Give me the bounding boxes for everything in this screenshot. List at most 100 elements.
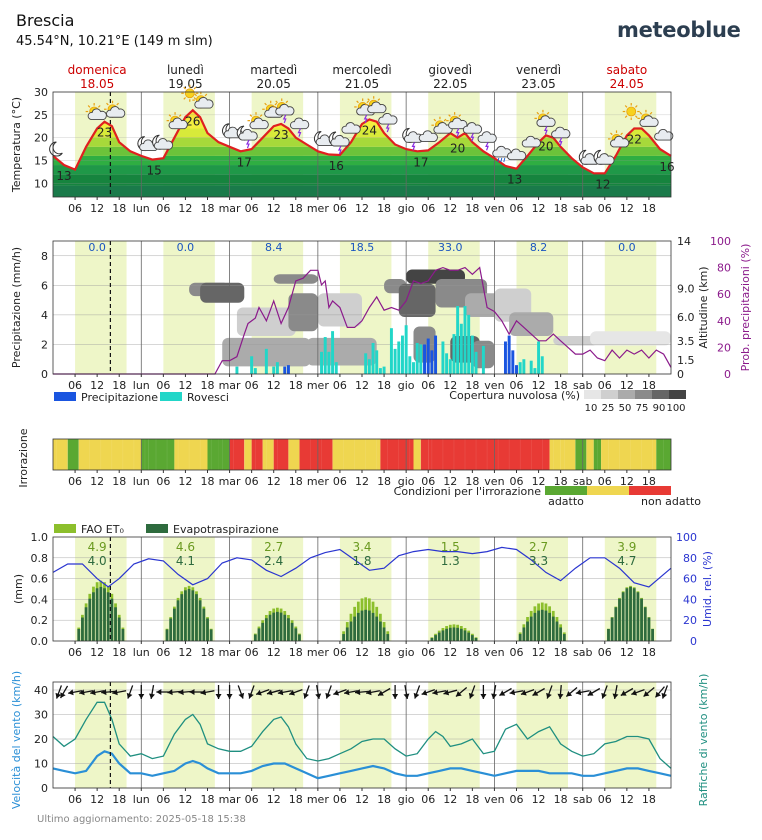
daylight-band bbox=[75, 241, 127, 374]
wind-direction-arrow bbox=[138, 685, 145, 699]
day-date: 21.05 bbox=[345, 77, 379, 91]
humidity-tick-label: 0 bbox=[690, 635, 697, 648]
irrigation-segment bbox=[656, 439, 671, 470]
precipitation-bar bbox=[426, 338, 430, 374]
evapotranspiration-bar bbox=[206, 618, 209, 641]
x-tick-label: 12 bbox=[90, 379, 104, 392]
wind-direction-arrow bbox=[532, 687, 545, 697]
x-tick-label: 18 bbox=[112, 379, 126, 392]
evapotranspiration-bar bbox=[187, 589, 191, 641]
daylight-band bbox=[163, 241, 215, 374]
shower-bar bbox=[463, 306, 467, 374]
shower-bar bbox=[327, 351, 331, 374]
evapotranspiration-bar bbox=[621, 592, 625, 641]
evapotranspiration-bar bbox=[283, 614, 287, 641]
cloud-scale-label: 75 bbox=[636, 403, 649, 414]
cloud-cover-block bbox=[200, 282, 245, 303]
shower-bar bbox=[393, 348, 397, 374]
evapotranspiration-bar bbox=[548, 612, 551, 641]
altitude-tick-label: 1.5 bbox=[677, 354, 695, 367]
shower-bar bbox=[264, 348, 268, 374]
x-tick-label: 18 bbox=[201, 793, 215, 806]
weather-cloud-icon bbox=[418, 130, 438, 142]
wind-direction-arrow bbox=[392, 685, 399, 699]
weather-moon-cloud-icon bbox=[593, 149, 615, 165]
precipitation-bar bbox=[430, 350, 434, 374]
temperature-label: 13 bbox=[507, 173, 522, 187]
y-tick-label: 30 bbox=[34, 709, 48, 722]
x-tick-label: ven bbox=[484, 646, 504, 659]
evapotranspiration-bar bbox=[643, 607, 647, 641]
evapotranspiration-bar bbox=[640, 598, 643, 641]
cloud-cover-block bbox=[273, 274, 318, 284]
y-tick-label: 0 bbox=[41, 782, 48, 795]
evapotranspiration-bar bbox=[636, 592, 640, 641]
weather-cloud-icon bbox=[341, 122, 361, 134]
temperature-label: 20 bbox=[538, 139, 553, 153]
x-tick-label: 06 bbox=[598, 646, 612, 659]
wind-direction-arrow bbox=[333, 688, 347, 696]
wind-direction-arrow bbox=[315, 684, 322, 700]
x-tick-label: mer bbox=[307, 793, 329, 806]
day-name: lunedì bbox=[167, 63, 204, 77]
shower-bar bbox=[334, 362, 338, 374]
x-tick-label: 12 bbox=[443, 202, 457, 215]
y-axis-label: Velocità del vento (km/h) bbox=[10, 671, 23, 809]
shower-bar bbox=[456, 306, 460, 374]
wind-direction-arrow bbox=[587, 687, 601, 697]
evapotranspiration-bar bbox=[290, 622, 294, 641]
evapotranspiration-bar bbox=[209, 629, 213, 641]
wind-direction-arrow bbox=[55, 685, 63, 699]
evapotranspiration-bar bbox=[81, 617, 84, 641]
weather-sun-cloud-icon bbox=[247, 112, 269, 130]
x-tick-label: 12 bbox=[178, 793, 192, 806]
x-tick-label: 06 bbox=[421, 475, 435, 488]
shower-bar bbox=[382, 366, 386, 374]
daily-evapo-total: 3.3 bbox=[529, 554, 548, 568]
evapotranspiration-bar bbox=[474, 637, 478, 641]
altitude-tick-label: 0 bbox=[677, 368, 684, 381]
evapotranspiration-bar bbox=[562, 634, 566, 641]
wind-direction-arrow bbox=[303, 685, 310, 699]
evapotranspiration-bar bbox=[526, 621, 529, 641]
cloud-scale-label: 25 bbox=[602, 403, 615, 414]
legend-fao-label: FAO ET₀ bbox=[81, 523, 124, 536]
legend-evapo-swatch bbox=[146, 524, 168, 533]
evapotranspiration-bar bbox=[169, 618, 173, 641]
irrigation-segment bbox=[148, 439, 175, 470]
shower-bar bbox=[537, 341, 541, 374]
precipitation-bar bbox=[286, 365, 290, 374]
day-name: martedì bbox=[250, 63, 297, 77]
wind-direction-arrow bbox=[643, 687, 655, 697]
weather-storm-icon bbox=[462, 122, 483, 142]
shower-bar bbox=[474, 351, 478, 374]
evapotranspiration-bar bbox=[99, 586, 103, 641]
evapotranspiration-bar bbox=[110, 598, 114, 641]
x-tick-label: 18 bbox=[377, 646, 391, 659]
y-tick-label: 10 bbox=[34, 758, 48, 771]
x-tick-label: 12 bbox=[443, 793, 457, 806]
evapotranspiration-bar bbox=[625, 588, 629, 641]
wind-direction-arrow bbox=[237, 685, 245, 699]
y-tick-label: 15 bbox=[34, 154, 48, 167]
evapotranspiration-bar bbox=[198, 600, 202, 641]
shower-bar bbox=[367, 359, 371, 374]
x-tick-label: 06 bbox=[598, 202, 612, 215]
weather-cloud-icon bbox=[507, 148, 527, 161]
y-tick-label: 4 bbox=[41, 309, 48, 322]
humidity-tick-label: 60 bbox=[683, 573, 697, 586]
y-axis-label: Precipitazione (mm/h) bbox=[10, 247, 23, 368]
wind-direction-arrow bbox=[620, 687, 634, 697]
wind-gust-line bbox=[52, 701, 672, 769]
daily-precip-total: 18.5 bbox=[350, 241, 375, 254]
evapotranspiration-bar bbox=[614, 607, 618, 641]
evapotranspiration-bar bbox=[294, 628, 298, 641]
probability-tick-label: 60 bbox=[717, 288, 731, 301]
temperature-band bbox=[53, 137, 671, 147]
x-tick-label: sab bbox=[573, 202, 592, 215]
temperature-panel: 10 15 20 25 30 Temperatura (°C) 13 23 15 26 17 23 16… bbox=[10, 84, 675, 215]
wind-direction-arrow bbox=[575, 689, 590, 696]
precipitation-bar bbox=[503, 341, 507, 374]
brand-logo[interactable]: meteoblue bbox=[617, 18, 741, 42]
